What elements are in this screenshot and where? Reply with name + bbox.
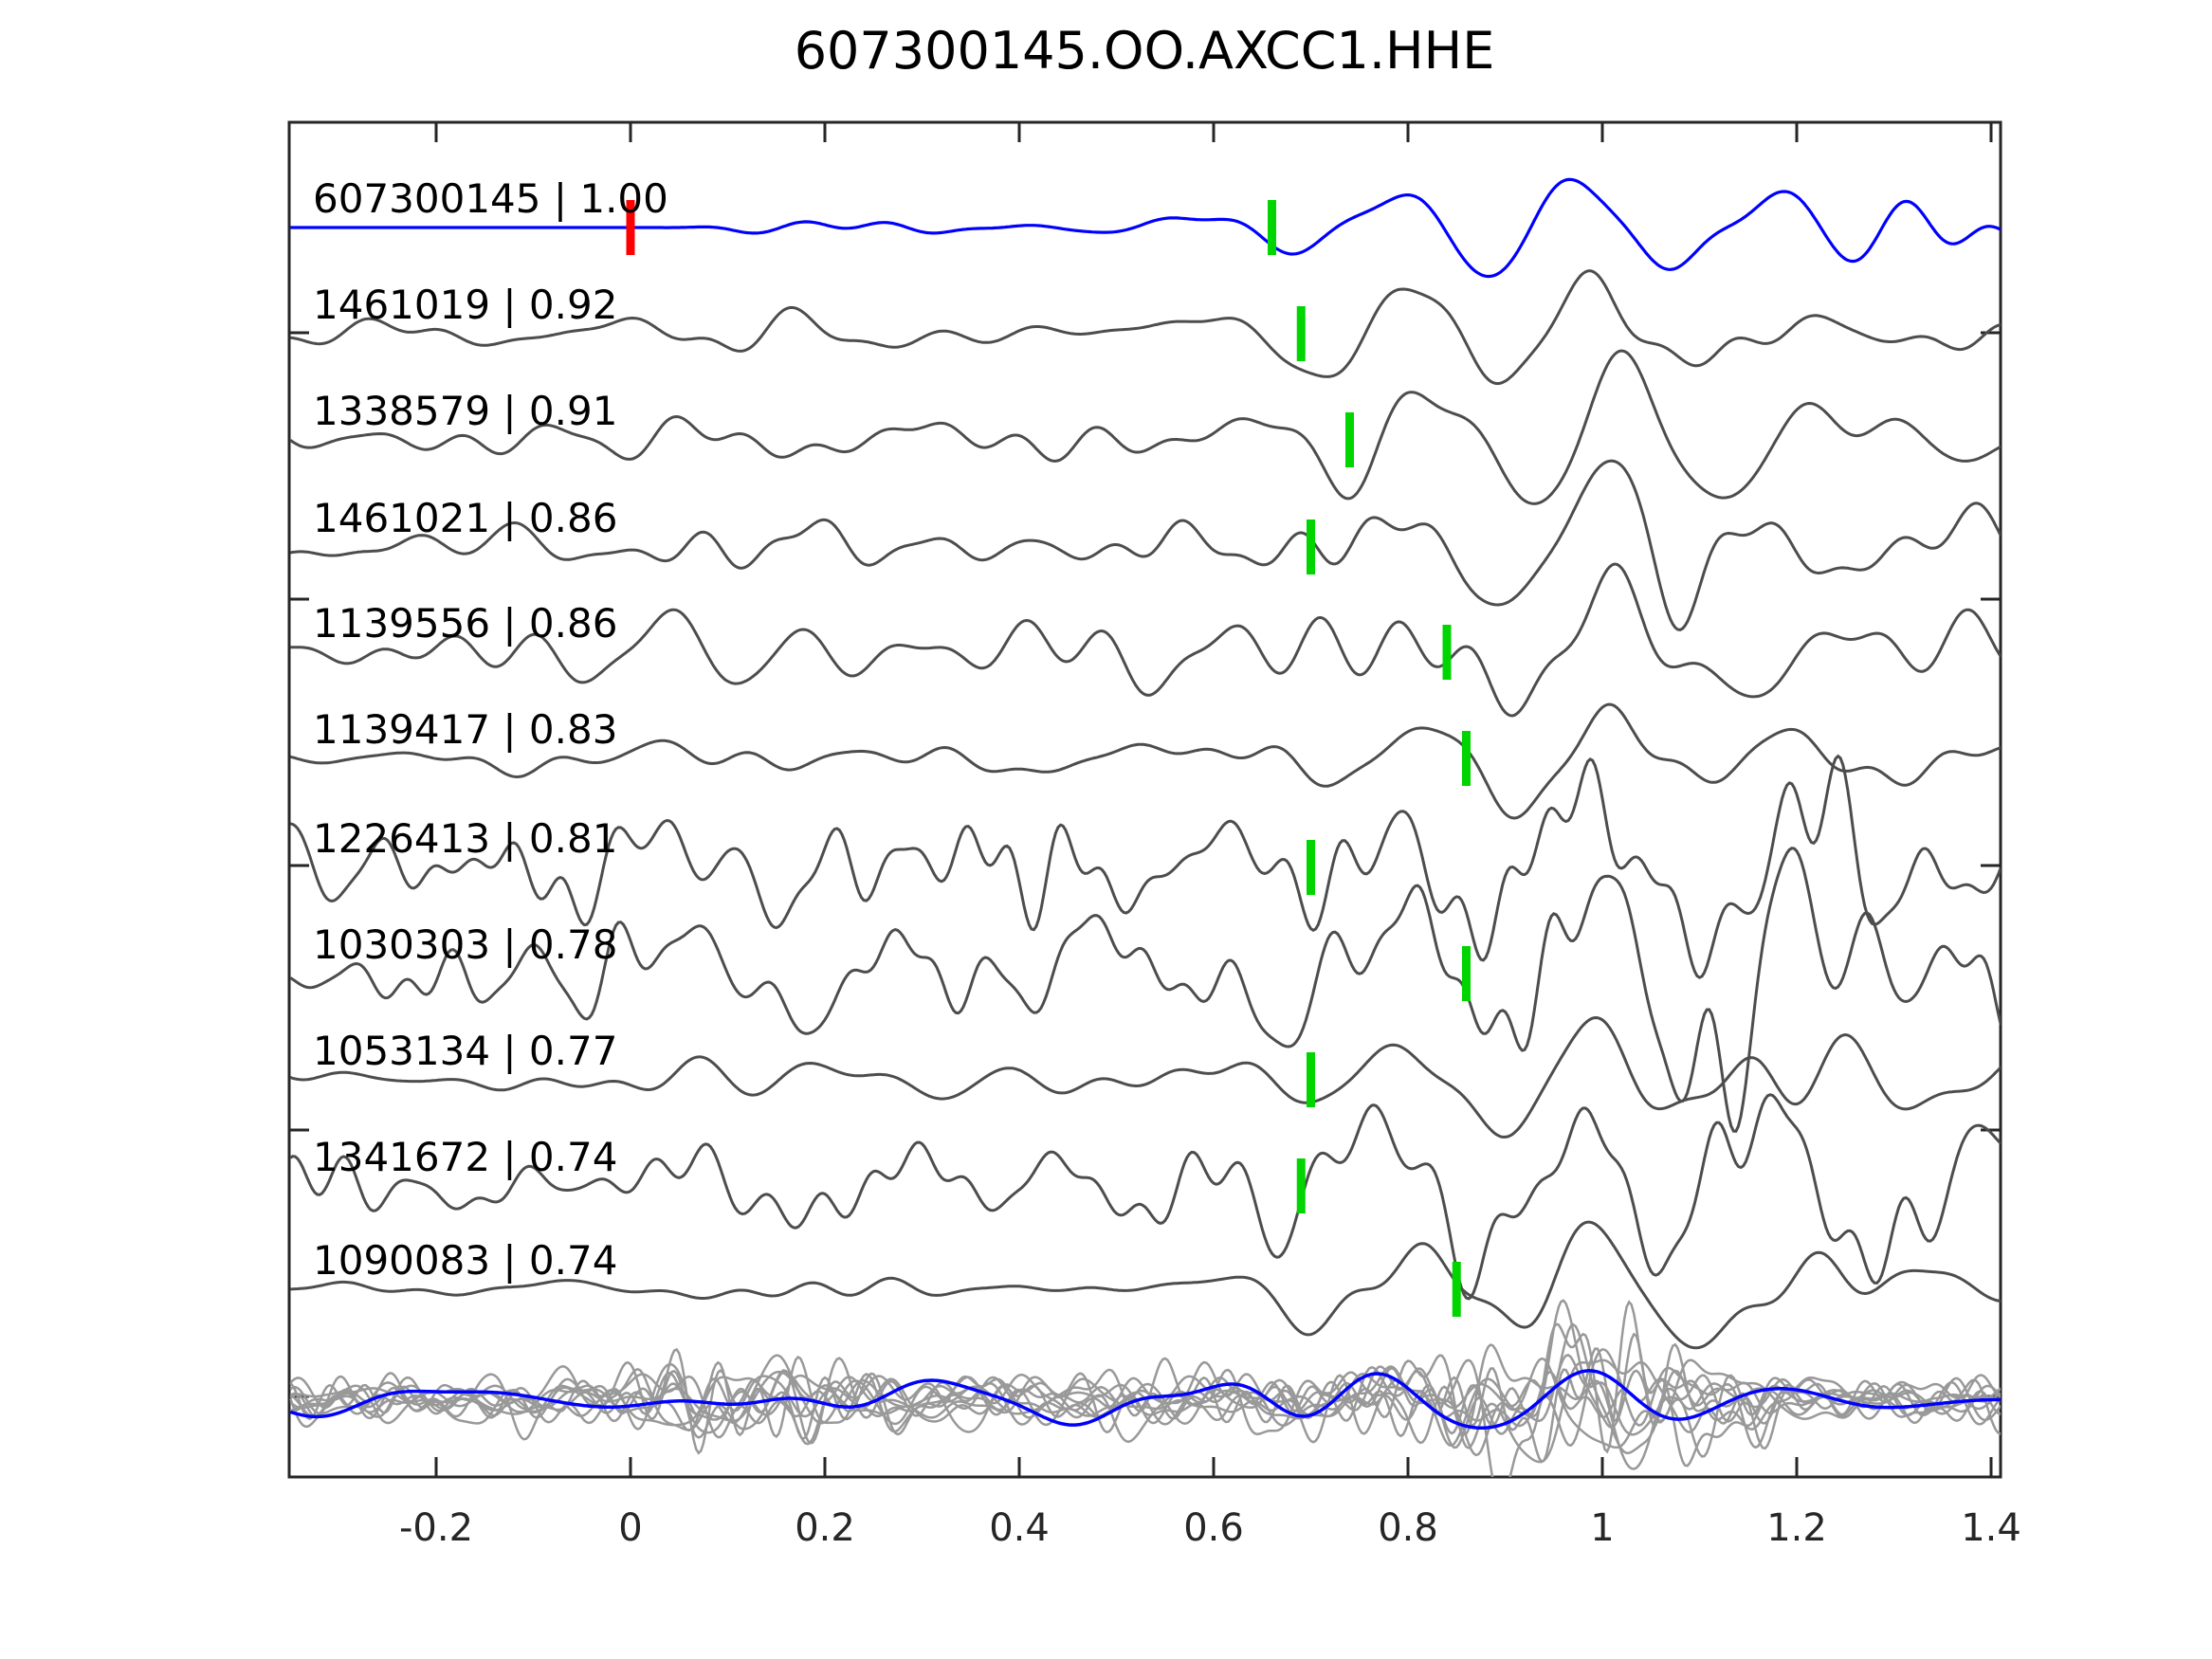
x-tick-label: 1.4 (1961, 1506, 2021, 1550)
overlay-template-trace (289, 1369, 2001, 1430)
waveform-trace-1090083 (290, 1220, 2001, 1350)
trace-label-1139417: 1139417 | 0.83 (313, 706, 617, 753)
pick-marker-1461019 (1296, 306, 1306, 361)
trace-label-1139556: 1139556 | 0.86 (313, 600, 617, 647)
trace-label-1030303: 1030303 | 0.78 (313, 921, 617, 968)
x-tick-label: 1.2 (1766, 1506, 1827, 1550)
waveform-trace-1461021 (290, 459, 2001, 631)
waveform-trace-1341672 (289, 1093, 2001, 1301)
overlay-gray-trace (289, 1357, 2001, 1449)
waveform-trace-607300145 (290, 177, 2001, 279)
pick-marker-1090083 (1452, 1262, 1461, 1317)
pick-marker-1341672 (1296, 1158, 1306, 1213)
x-tick-label: -0.2 (399, 1506, 473, 1550)
pick-marker-607300145 (1268, 200, 1276, 255)
overlay-gray-trace (290, 1299, 2001, 1458)
pick-marker-1461021 (1307, 520, 1315, 574)
pick-marker-1226413 (1307, 840, 1315, 895)
x-tick-label: 0.6 (1183, 1506, 1244, 1550)
waveform-trace-1053134 (289, 1015, 2001, 1139)
waveform-trace-1139417 (289, 702, 2001, 820)
origin-marker-607300145 (626, 200, 635, 255)
trace-label-1461019: 1461019 | 0.92 (313, 282, 617, 328)
trace-label-1053134: 1053134 | 0.77 (313, 1028, 617, 1074)
x-tick-label: 0 (618, 1506, 642, 1550)
pick-marker-1030303 (1462, 946, 1471, 1001)
trace-label-1461021: 1461021 | 0.86 (313, 495, 617, 541)
overlay-gray-trace (289, 1332, 2001, 1464)
trace-label-607300145: 607300145 | 1.00 (313, 175, 668, 222)
x-tick-label: 0.4 (989, 1506, 1050, 1550)
x-tick-label: 0.8 (1378, 1506, 1438, 1550)
trace-label-1338579: 1338579 | 0.91 (313, 388, 617, 434)
trace-label-1226413: 1226413 | 0.81 (313, 815, 617, 862)
waveform-trace-1030303 (289, 847, 2001, 1133)
waveform-trace-1461019 (290, 269, 2001, 386)
waveform-trace-1226413 (289, 754, 2001, 979)
pick-marker-1139417 (1462, 731, 1471, 786)
pick-marker-1139556 (1442, 625, 1452, 680)
pick-marker-1338579 (1345, 412, 1354, 467)
x-tick-label: 1 (1590, 1506, 1614, 1550)
plot-area: -0.2 0 0.2 0.4 0.6 0.8 1 1.2 1.4 607300145 | 1.00… (287, 120, 2021, 1550)
pick-marker-1053134 (1307, 1052, 1315, 1107)
chart-title: 607300145.OO.AXCC1.HHE (795, 21, 1495, 81)
overlay-gray-trace (289, 1354, 2001, 1448)
waveform-trace-1139556 (290, 562, 2001, 718)
trace-label-1341672: 1341672 | 0.74 (313, 1134, 617, 1180)
trace-label-1090083: 1090083 | 0.74 (313, 1237, 617, 1284)
overlay-gray-trace (289, 1322, 2001, 1457)
x-tick-label: 0.2 (795, 1506, 855, 1550)
waveform-trace-1338579 (289, 349, 2001, 505)
plot-frame (287, 120, 2002, 1479)
traces-group (289, 177, 2001, 1477)
